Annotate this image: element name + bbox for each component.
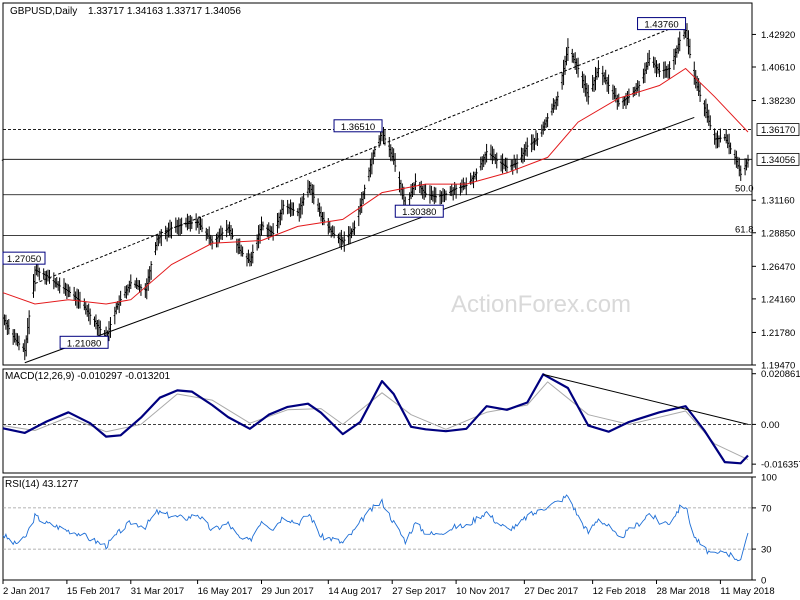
annotation-label: 1.21080 xyxy=(67,338,101,349)
panel-frame xyxy=(2,368,753,474)
y-tick-label: 1.24160 xyxy=(761,294,795,305)
x-tick-label: 11 May 2018 xyxy=(720,586,774,597)
price-tag-label: 1.36170 xyxy=(761,125,795,136)
annotation-box xyxy=(59,335,109,349)
x-tick-label: 16 May 2017 xyxy=(198,586,253,597)
y-tick-label: 1.31160 xyxy=(761,196,795,207)
price-ohlc: 1.33717 1.34163 1.33717 1.34056 xyxy=(88,6,241,17)
rsi-tick-label: 70 xyxy=(761,503,772,514)
annotation-label: 1.36510 xyxy=(341,122,375,133)
price-tag-label: 1.34056 xyxy=(761,155,795,166)
price-annotation: 1.36510 xyxy=(333,119,383,133)
macd-tick-label: -0.016357 xyxy=(761,460,800,471)
moving-average-line xyxy=(2,67,749,305)
y-tick-label: 1.40610 xyxy=(761,62,795,73)
price-annotation: 1.21080 xyxy=(59,335,109,349)
x-tick-label: 27 Dec 2017 xyxy=(524,586,578,597)
price-bars xyxy=(1,23,750,361)
channel-upper-line xyxy=(34,22,686,284)
price-annotation: 1.43760 xyxy=(637,17,687,31)
macd-trendline xyxy=(543,373,749,425)
macd-tick-label: 0.00 xyxy=(761,420,780,431)
price-title: GBPUSD,Daily xyxy=(10,6,77,17)
x-tick-label: 28 Mar 2018 xyxy=(657,586,710,597)
panel-frame xyxy=(2,2,753,366)
fibo-label: 50.0 xyxy=(735,184,754,195)
price-annotation: 1.27050 xyxy=(2,251,46,265)
macd-line xyxy=(2,373,749,465)
x-tick-label: 29 Jun 2017 xyxy=(261,586,313,597)
annotation-box xyxy=(2,251,46,265)
panel-frames xyxy=(2,2,753,581)
annotation-box xyxy=(637,17,687,31)
macd-tick-label: 0.020861 xyxy=(761,369,800,380)
x-tick-label: 31 Mar 2017 xyxy=(131,586,184,597)
price-tag-box xyxy=(756,123,800,136)
y-tick-label: 1.19470 xyxy=(761,361,795,372)
macd-title: MACD(12,26,9) -0.010297 -0.013201 xyxy=(5,371,171,382)
channel-lower-line xyxy=(24,116,695,364)
rsi-tick-label: 30 xyxy=(761,545,772,556)
price-tag-box xyxy=(756,152,800,166)
x-tick-label: 10 Nov 2017 xyxy=(456,586,510,597)
x-tick-label: 2 Jan 2017 xyxy=(3,586,50,597)
x-tick-label: 12 Feb 2018 xyxy=(593,586,646,597)
annotation-box xyxy=(394,204,444,218)
fibo-label: 61.8 xyxy=(735,225,754,236)
y-tick-label: 1.38230 xyxy=(761,96,795,107)
rsi-line xyxy=(2,494,749,562)
rsi-title: RSI(14) 43.1277 xyxy=(5,479,79,490)
y-tick-label: 1.42920 xyxy=(761,30,795,41)
rsi-tick-label: 0 xyxy=(761,576,766,587)
price-annotation: 1.30380 xyxy=(394,204,444,218)
chart-layer: 50.0 61.8 1.43760 1.36510 1.30380 1.27050 1.21… xyxy=(1,17,800,597)
annotation-label: 1.43760 xyxy=(644,20,678,31)
y-tick-label: 1.21780 xyxy=(761,328,795,339)
annotation-box xyxy=(333,119,383,133)
y-tick-label: 1.28850 xyxy=(761,228,795,239)
y-tick-label: 1.26470 xyxy=(761,262,795,273)
x-tick-label: 14 Aug 2017 xyxy=(328,586,381,597)
x-tick-label: 27 Sep 2017 xyxy=(392,586,446,597)
x-tick-label: 15 Feb 2017 xyxy=(67,586,120,597)
rsi-tick-label: 100 xyxy=(761,473,777,484)
annotation-label: 1.27050 xyxy=(7,254,41,265)
signal-line xyxy=(2,381,749,461)
annotation-label: 1.30380 xyxy=(402,207,436,218)
watermark: ActionForex.com xyxy=(451,291,631,318)
panel-frame xyxy=(2,476,753,581)
